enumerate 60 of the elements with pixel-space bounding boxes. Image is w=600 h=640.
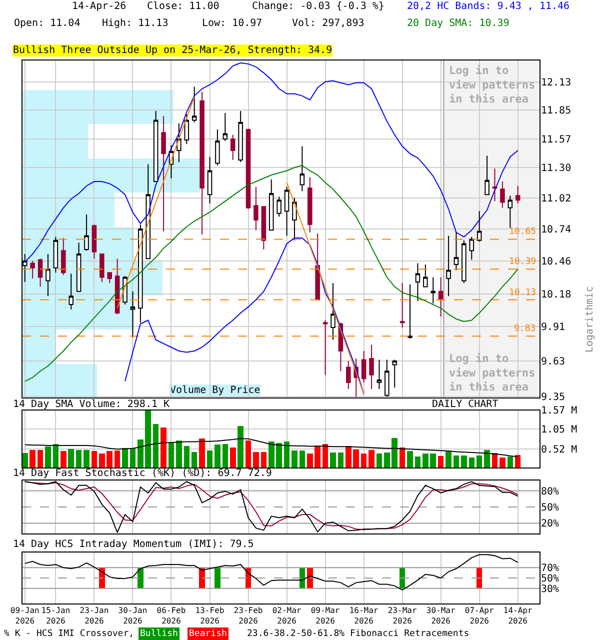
- x-tick-label: 23-Jan 2026: [80, 606, 109, 626]
- text: Bullish: [140, 629, 178, 639]
- y-tick-label: 11.57: [541, 134, 572, 146]
- x-tick-label: 13-Feb 2026: [195, 606, 224, 626]
- y-axis-title: Logarithmic: [584, 286, 596, 352]
- ref-line-label: 10.39: [509, 257, 536, 267]
- text: Volume By Price: [170, 385, 260, 396]
- text: Bearish: [189, 629, 227, 639]
- y-tick-label: 12.13: [541, 77, 572, 88]
- text: Change: -0.03 {-0.3 %}: [252, 1, 384, 12]
- x-tick-label: 30-Mar 2026: [426, 606, 456, 626]
- x-tick-label: 16-Mar 2026: [349, 606, 378, 626]
- y-tick-label: 9.63: [541, 356, 566, 368]
- x-tick-label: 23-Feb 2026: [234, 606, 263, 626]
- text: High: 11.13: [102, 18, 168, 29]
- y-tick-label: 9.91: [541, 322, 566, 333]
- x-tick-label: 14-Apr 2026: [503, 606, 532, 626]
- ref-line-label: 9.83: [514, 324, 536, 334]
- y-tick-label: 10.74: [541, 224, 572, 236]
- ref-line-label: 10.65: [509, 227, 536, 237]
- y-tick-label: 50%: [541, 574, 560, 584]
- x-tick-label: 09-Jan 2026: [10, 606, 40, 626]
- text: Log in to view patterns in this area: [449, 352, 536, 394]
- y-tick-label: 1.05 M: [541, 424, 578, 436]
- y-tick-label: 11.02: [541, 193, 572, 204]
- text: Open: 11.04: [14, 18, 80, 29]
- y-tick-label: 70%: [541, 563, 560, 574]
- text: Low: 10.97: [202, 18, 262, 29]
- y-tick-label: 0.52 M: [541, 444, 578, 456]
- x-tick-label: 06-Feb 2026: [156, 606, 186, 626]
- text: 23.6-38.2-50-61.8% Fibonacci Retracements: [247, 629, 470, 639]
- y-tick-label: 11.30: [541, 163, 572, 174]
- text: Close: 11.00: [147, 1, 220, 12]
- y-tick-label: 20%: [541, 518, 560, 530]
- y-tick-label: 10.18: [541, 289, 572, 300]
- annotation: DAILY CHART: [432, 399, 498, 410]
- text: 20 Day SMA: 10.39: [407, 18, 510, 29]
- chart-title: 14 Day HCS Intraday Momentum (IMI): 79.5: [13, 539, 254, 550]
- legend-title: % K - HCS IMI Crossover,: [4, 629, 134, 639]
- chart-title: 14 Day SMA Volume: 298.1 K: [13, 399, 170, 410]
- chart-title: Bullish Three Outside Up on 25-Mar-26, Strength: 34.9: [13, 45, 332, 56]
- chart-title: 14 Day Fast Stochastic (%K) (%D): 69.7 72.9: [13, 468, 272, 479]
- y-tick-label: 80%: [541, 486, 560, 498]
- y-tick-label: 50%: [541, 502, 560, 514]
- y-tick-label: 30%: [541, 584, 560, 595]
- x-tick-label: 30-Jan 2026: [118, 606, 148, 626]
- x-tick-label: 15-Jan 2026: [41, 606, 70, 626]
- x-tick-label: 07-Apr 2026: [464, 606, 494, 626]
- y-tick-label: 9.35: [541, 392, 566, 404]
- text: 20,2 HC Bands: 9.43 , 11.46: [407, 1, 570, 12]
- y-tick-label: 11.85: [541, 106, 572, 117]
- ref-line-label: 10.13: [509, 288, 536, 298]
- x-tick-label: 23-Mar 2026: [388, 606, 417, 626]
- band-label: Log in to view patterns in this area: [449, 64, 536, 106]
- y-tick-label: 10.46: [541, 256, 572, 268]
- text: 14-Apr-26: [72, 1, 126, 12]
- y-tick-label: 1.57 M: [541, 406, 578, 416]
- text: Vol: 297,893: [292, 18, 364, 29]
- x-tick-label: 02-Mar 2026: [272, 606, 302, 626]
- x-tick-label: 09-Mar 2026: [310, 606, 340, 626]
